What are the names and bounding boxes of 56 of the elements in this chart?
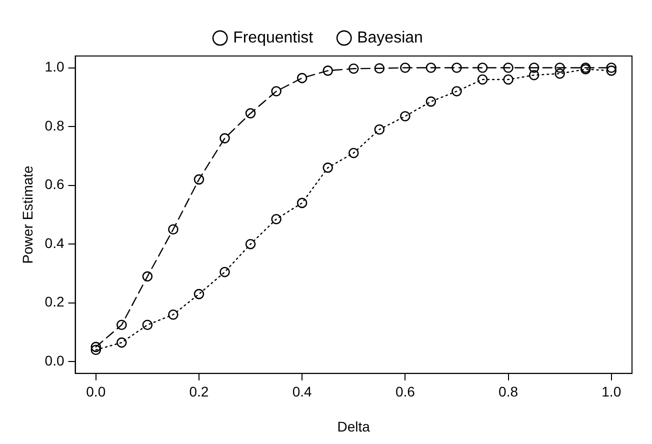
point xyxy=(477,74,488,85)
point xyxy=(426,62,436,73)
point xyxy=(245,108,256,118)
point xyxy=(296,72,308,84)
point xyxy=(348,63,359,74)
point xyxy=(142,320,153,330)
x-axis-title: Delta xyxy=(337,418,370,434)
point xyxy=(374,63,385,74)
legend-label: Frequentist xyxy=(233,29,314,46)
point xyxy=(426,96,436,107)
legend-label: Bayesian xyxy=(357,29,423,46)
point xyxy=(606,66,617,76)
point xyxy=(400,111,410,122)
y-tick-label: 0.0 xyxy=(44,352,64,369)
x-tick-label: 0.0 xyxy=(86,384,106,400)
point xyxy=(503,62,514,73)
x-tick-label: 0.8 xyxy=(498,384,518,400)
x-tick-label: 1.0 xyxy=(602,384,622,400)
point xyxy=(142,271,153,282)
point xyxy=(90,342,102,352)
x-tick-label: 0.6 xyxy=(395,384,416,400)
point xyxy=(271,86,282,96)
point xyxy=(606,62,617,73)
x-tick-label: 0.4 xyxy=(292,384,312,400)
point xyxy=(452,86,462,96)
point xyxy=(374,124,385,135)
y-tick-label: 0.6 xyxy=(44,176,64,192)
point xyxy=(194,288,204,300)
y-tick-label: 0.4 xyxy=(44,234,64,251)
point xyxy=(220,133,230,144)
point xyxy=(296,198,308,208)
x-tick-label: 0.2 xyxy=(189,384,209,400)
point xyxy=(477,62,488,73)
point xyxy=(348,148,359,158)
point xyxy=(116,320,127,330)
point xyxy=(168,309,178,320)
y-axis-title: Power Estimate xyxy=(19,165,36,264)
point xyxy=(322,162,334,173)
point xyxy=(90,344,102,356)
point xyxy=(400,62,410,73)
point xyxy=(554,62,565,73)
y-tick-label: 1.0 xyxy=(44,58,64,75)
point xyxy=(245,238,256,250)
y-tick-label: 0.2 xyxy=(44,294,64,310)
point xyxy=(528,62,540,73)
point xyxy=(322,66,334,76)
point xyxy=(194,174,204,185)
y-tick-label: 0.8 xyxy=(44,117,64,134)
point xyxy=(168,224,178,235)
point xyxy=(116,337,127,348)
point xyxy=(271,214,282,224)
point xyxy=(503,74,514,85)
point xyxy=(452,62,462,73)
point xyxy=(554,68,565,79)
point xyxy=(220,266,230,278)
point xyxy=(528,70,540,80)
